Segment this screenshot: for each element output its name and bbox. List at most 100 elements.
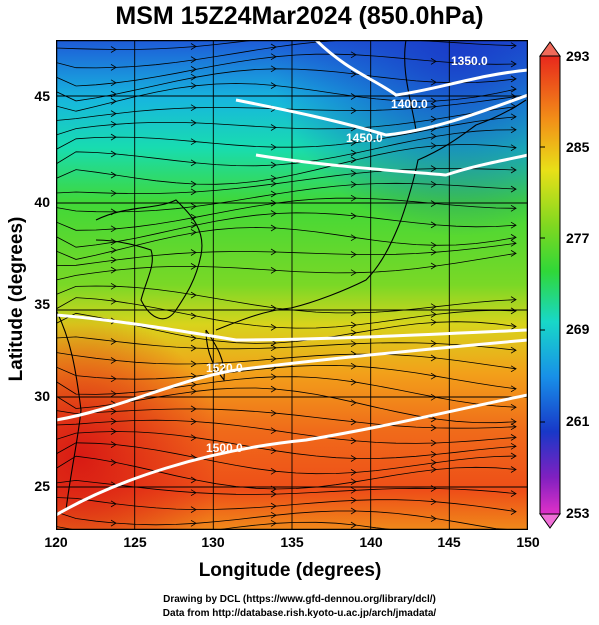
streamline-arrow — [110, 338, 117, 345]
streamline-arrow — [350, 309, 357, 317]
streamline-arrow — [110, 441, 117, 448]
streamline — [56, 116, 517, 150]
streamline-arrow — [510, 490, 517, 497]
streamline-arrow — [190, 476, 197, 484]
streamline-arrow — [270, 511, 277, 519]
streamline-arrow — [270, 447, 277, 455]
streamline-arrow — [190, 203, 197, 210]
streamline-arrow — [430, 200, 437, 207]
streamline-arrow — [350, 378, 357, 386]
streamline-arrow — [510, 250, 517, 257]
streamline — [56, 83, 517, 112]
chart-title: MSM 15Z24Mar2024 (850.0hPa) — [115, 2, 484, 30]
streamline-arrow — [110, 110, 117, 117]
streamline-arrow — [190, 291, 197, 299]
streamline-arrow — [510, 365, 517, 373]
coastlines — [56, 40, 527, 511]
streamline — [56, 352, 517, 370]
streamline-arrow — [270, 143, 277, 151]
x-tick-140: 140 — [359, 534, 383, 550]
streamline-arrow — [350, 496, 357, 504]
streamline-arrow — [190, 489, 197, 497]
streamline-arrow — [190, 405, 197, 413]
x-tick-145: 145 — [437, 534, 461, 550]
map-plot: 1350.0 1400.0 1450.0 1520.0 1500.0 — [56, 40, 528, 530]
streamline-arrow — [350, 486, 357, 494]
streamline-arrow — [430, 165, 437, 172]
streamline-arrow — [110, 246, 117, 254]
contour-1450 — [255, 153, 528, 177]
streamline — [56, 455, 517, 490]
streamline — [56, 253, 517, 281]
streamline-arrow — [510, 418, 517, 426]
streamline-arrow — [510, 185, 517, 193]
streamline-arrow — [430, 372, 437, 380]
streamline-arrow — [270, 190, 277, 198]
streamline-arrow — [110, 418, 117, 425]
streamline — [56, 442, 517, 475]
streamline-arrow — [110, 171, 117, 179]
streamline-arrow — [190, 66, 197, 73]
streamline-arrow — [270, 43, 277, 51]
streamline-arrow — [430, 97, 437, 105]
streamline-arrow — [190, 372, 197, 380]
china-coast — [56, 309, 82, 511]
contour-1400 — [235, 93, 528, 137]
streamline-arrow — [510, 93, 517, 100]
contour-1540 — [56, 393, 528, 517]
streamline-arrow — [350, 418, 357, 426]
streamline-arrow — [190, 360, 197, 368]
streamline-arrow — [350, 194, 357, 202]
contour-1500 — [56, 313, 528, 342]
streamline — [56, 168, 517, 194]
streamline-arrow — [270, 53, 277, 61]
streamline-arrow — [110, 64, 117, 71]
streamline — [56, 387, 517, 424]
streamline — [56, 336, 517, 351]
streamline-arrow — [430, 115, 437, 123]
streamline-arrow — [510, 60, 517, 68]
streamline-arrow — [190, 434, 197, 442]
streamline-arrow — [430, 78, 437, 86]
streamline-arrow — [270, 490, 277, 498]
streamline-arrow — [190, 334, 197, 342]
cbar-tick-285: 285 — [566, 139, 590, 155]
streamline-arrow — [190, 249, 197, 256]
colorbar-top-triangle — [539, 41, 561, 57]
streamline — [56, 419, 517, 444]
streamline-arrow — [430, 248, 437, 256]
streamline-arrow — [190, 73, 197, 81]
streamline-arrow — [110, 428, 117, 435]
streamline-arrow — [350, 521, 357, 529]
streamline-arrow — [110, 133, 117, 141]
streamline-arrow — [190, 119, 197, 127]
streamline-arrow — [510, 346, 517, 354]
streamline-arrow — [350, 269, 357, 277]
streamline-arrow — [190, 263, 197, 270]
streamline-arrow — [270, 355, 277, 363]
streamline — [56, 376, 517, 408]
streamline-arrow — [190, 43, 197, 50]
streamline — [56, 106, 517, 136]
streamline-arrow — [430, 515, 437, 522]
streamline — [56, 197, 517, 231]
streamline-arrow — [430, 221, 437, 229]
streamline — [56, 53, 517, 87]
streamline-arrow — [430, 459, 437, 466]
cbar-tick-269: 269 — [566, 321, 590, 337]
streamline-arrow — [110, 120, 117, 128]
streamline-arrow — [430, 485, 437, 492]
streamline-arrow — [270, 65, 277, 73]
streamline-arrow — [350, 234, 357, 242]
streamline-arrow — [270, 373, 277, 381]
streamline-arrow — [190, 104, 197, 112]
streamline-arrow — [510, 144, 517, 152]
streamline-arrow — [270, 174, 277, 182]
streamline-arrow — [110, 256, 117, 264]
streamline-arrow — [110, 98, 117, 105]
streamline-arrow — [350, 139, 357, 146]
streamline-arrow — [190, 312, 197, 320]
streamline — [56, 408, 517, 429]
streamline-arrow — [350, 437, 357, 445]
streamline-arrow — [510, 307, 517, 315]
